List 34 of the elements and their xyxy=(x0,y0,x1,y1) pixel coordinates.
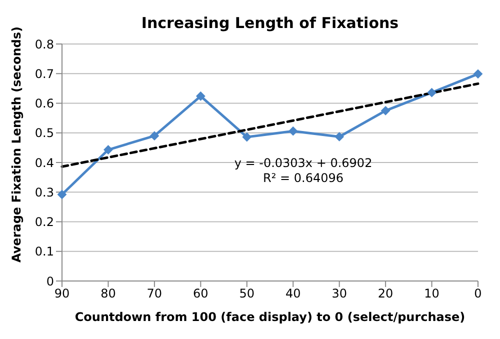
annotation: R² = 0.64096 xyxy=(263,171,344,186)
point xyxy=(334,132,344,142)
x-tick-label: 40 xyxy=(285,286,301,301)
x-tick-label: 60 xyxy=(193,286,208,301)
y-tick-label: 0.8 xyxy=(34,37,54,52)
y-tick-label: 0.5 xyxy=(34,126,54,140)
y-tick-label: 0.6 xyxy=(34,96,54,111)
x-tick-label: 90 xyxy=(54,286,70,301)
x-axis-title: Countdown from 100 (face display) to 0 (select/purchase) xyxy=(74,310,466,324)
y-tick-label: 0.4 xyxy=(34,156,54,170)
x-tick-label: 20 xyxy=(378,286,394,301)
point xyxy=(104,145,113,154)
x-tick-label: 50 xyxy=(239,286,255,301)
point xyxy=(196,92,206,101)
point xyxy=(242,132,252,142)
point xyxy=(58,190,66,199)
point xyxy=(381,106,390,116)
x-tick-label: 0 xyxy=(474,286,482,301)
y-tick-label: 0.3 xyxy=(34,185,54,200)
point xyxy=(150,131,159,140)
y-tick-label: 0.1 xyxy=(34,244,54,259)
x-tick-label: 70 xyxy=(146,286,162,301)
point xyxy=(474,69,482,78)
y-tick-label: 0.2 xyxy=(34,215,54,230)
y-tick-label: 0 xyxy=(46,274,54,288)
y-axis-title: Average Fixation Length (seconds) xyxy=(9,26,24,262)
x-tick-label: 30 xyxy=(332,286,347,301)
point xyxy=(288,126,298,136)
y-tick-label: 0.7 xyxy=(34,66,54,81)
x-tick-label: 10 xyxy=(424,286,440,301)
chart-title: Increasing Length of Fixations xyxy=(141,14,399,32)
annotation: y = -0.0303x + 0.6902 xyxy=(234,156,372,170)
point xyxy=(427,88,436,98)
x-tick-label: 80 xyxy=(100,286,116,301)
